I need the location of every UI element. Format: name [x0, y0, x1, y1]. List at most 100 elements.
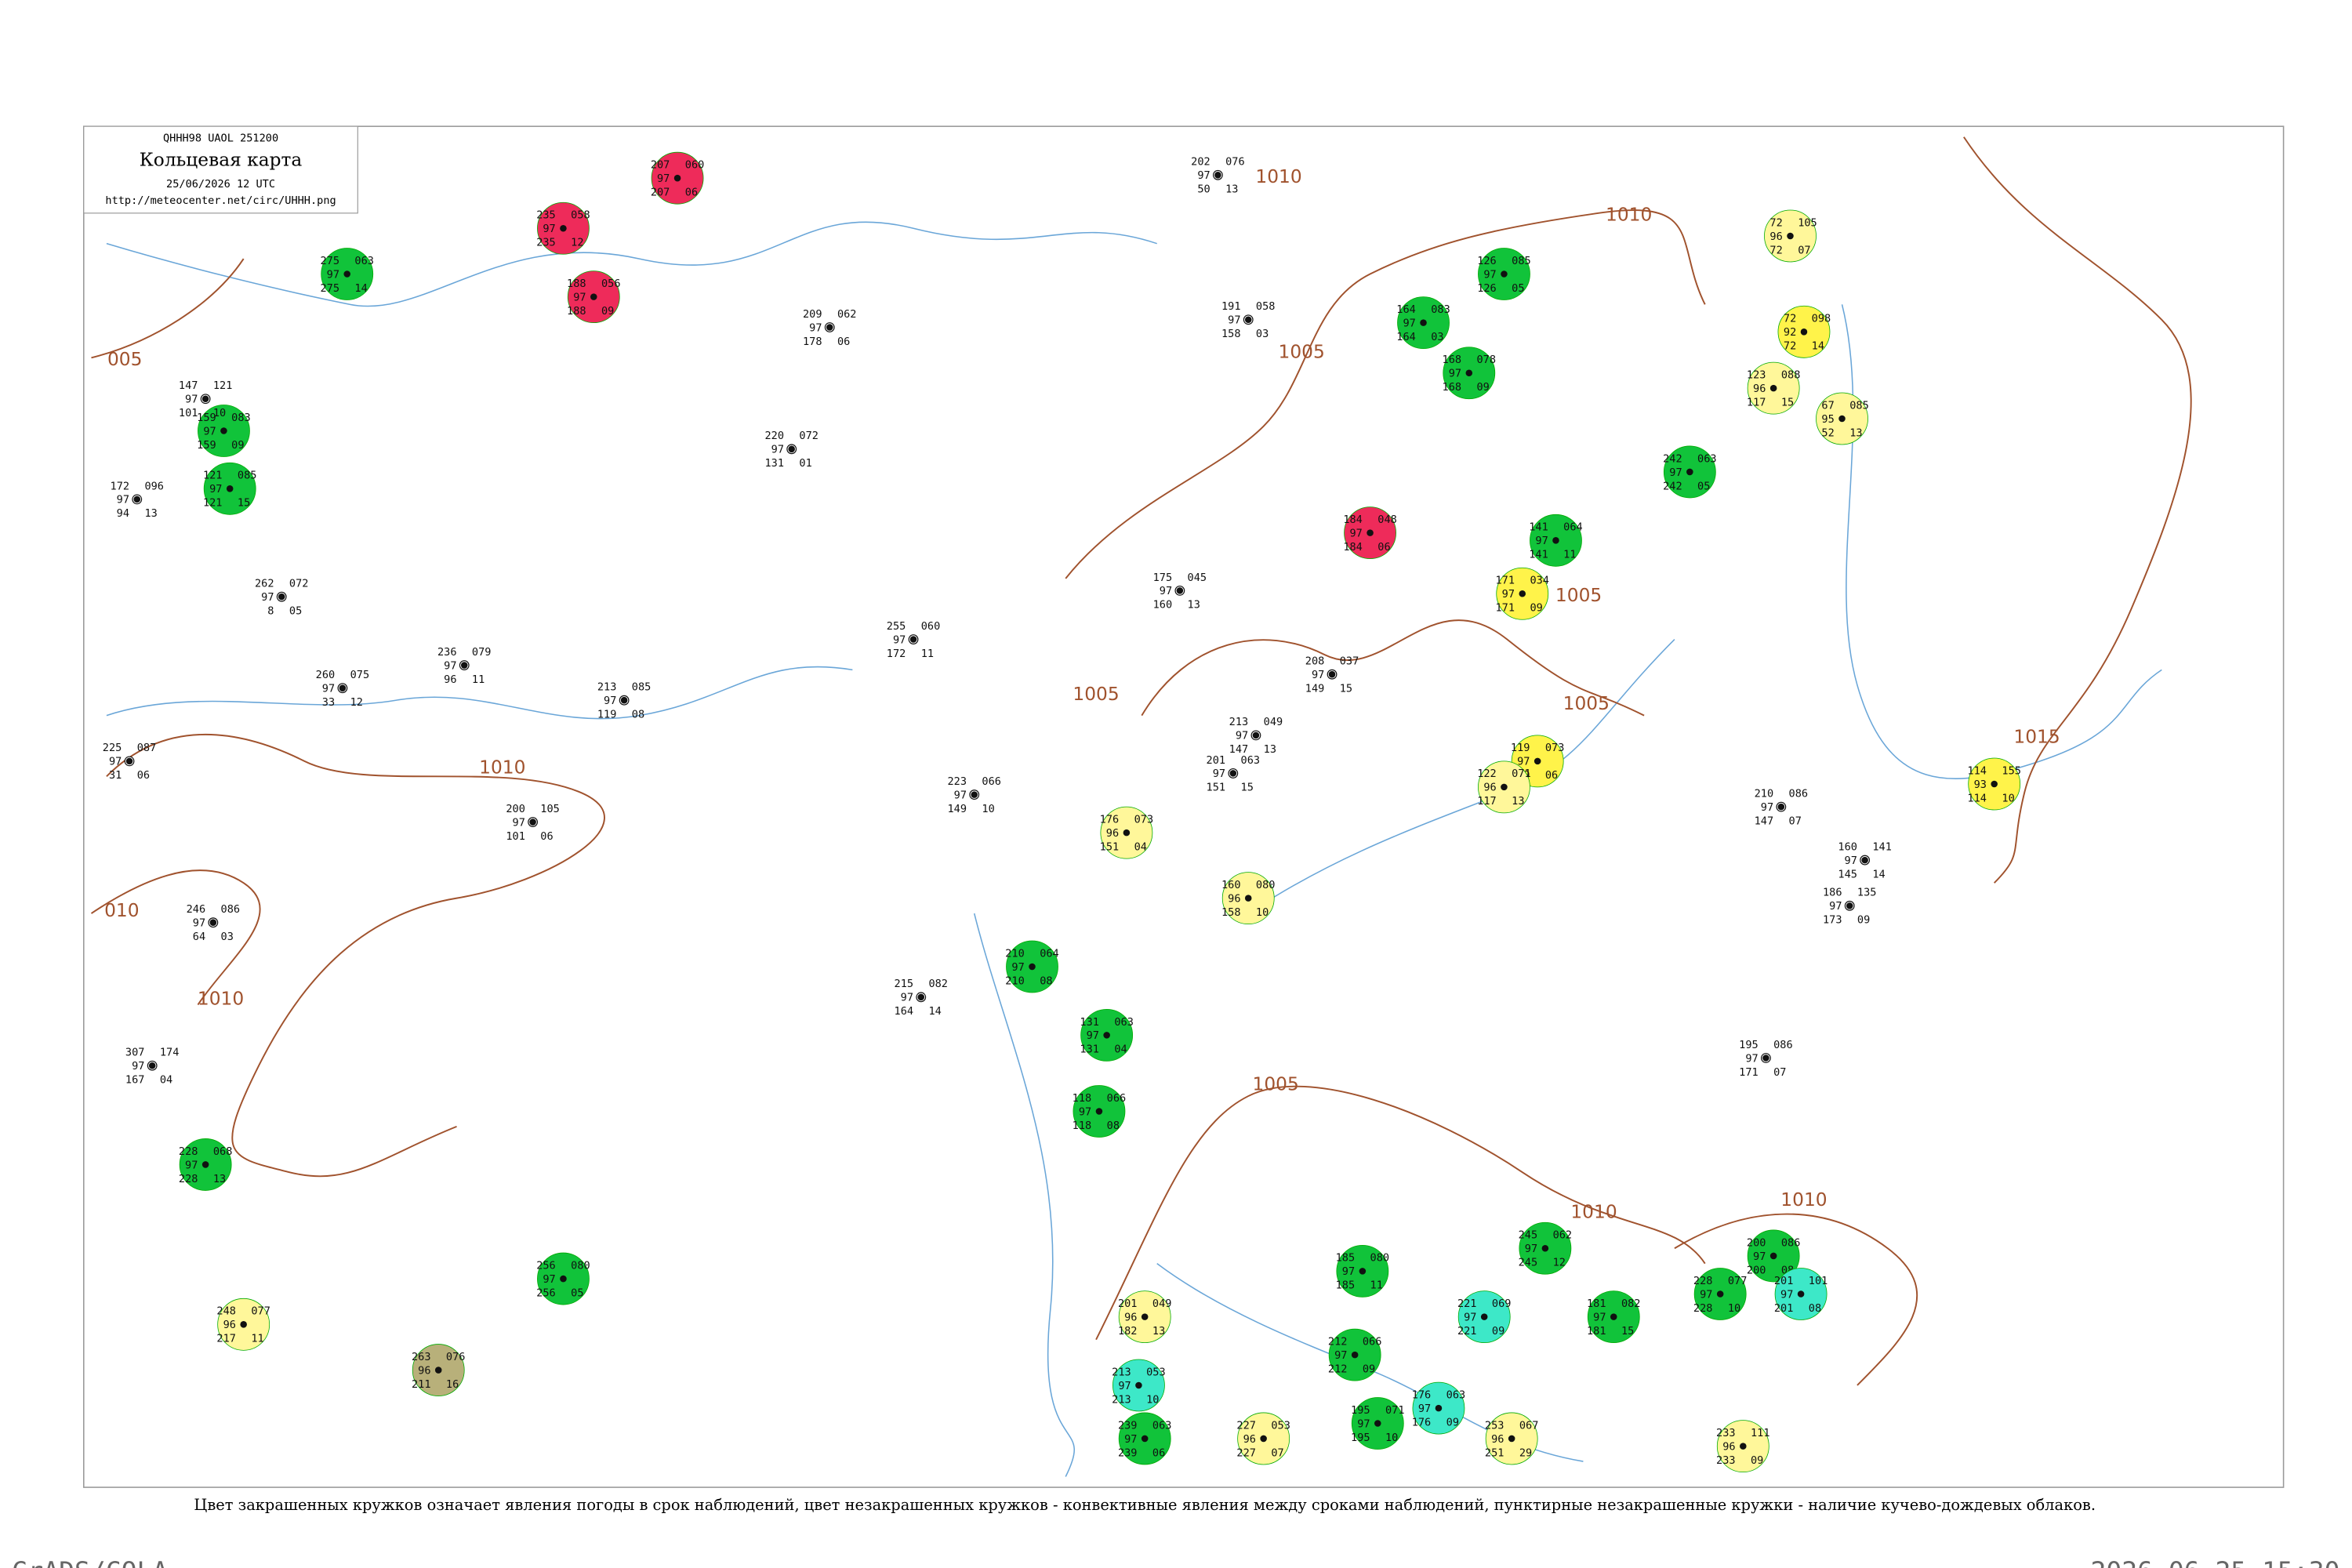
station-value: 11	[1370, 1279, 1383, 1292]
station-value: 97	[543, 223, 555, 235]
station-value: 14	[1872, 868, 1885, 880]
station-value: 063	[1241, 754, 1261, 767]
station-value: 201	[1774, 1302, 1794, 1315]
station-value: 080	[1256, 879, 1276, 891]
station-value: 175	[1153, 572, 1173, 584]
station-value: 03	[1256, 328, 1269, 340]
station-value: 236	[437, 646, 457, 659]
station-value: 242	[1663, 452, 1682, 465]
station-value: 101	[506, 830, 525, 843]
station-value: 178	[803, 336, 822, 348]
station-cloud	[125, 757, 133, 765]
station-cloud	[1229, 770, 1237, 777]
footer-right: 2026-06-25-15:30	[2091, 1556, 2340, 1568]
station-value: 217	[216, 1333, 236, 1345]
station-value: 086	[1773, 1039, 1793, 1051]
station-value: 13	[1152, 1325, 1165, 1338]
station-value: 158	[1221, 328, 1241, 340]
isobar-label: 1010	[1570, 1201, 1617, 1222]
station-value: 225	[103, 742, 122, 754]
station-value: 141	[1872, 840, 1892, 853]
station-value: 97	[513, 816, 525, 829]
station-value: 201	[1774, 1275, 1794, 1287]
station-value: 122	[1477, 768, 1497, 780]
station-value: 05	[571, 1287, 583, 1299]
station-value: 263	[412, 1351, 431, 1363]
station-value: 64	[193, 931, 205, 943]
station-value: 164	[1396, 303, 1416, 316]
station-value: 172	[887, 648, 906, 660]
station-value: 149	[1305, 683, 1325, 695]
station-value: 210	[1755, 788, 1774, 800]
station-value: 97	[771, 444, 784, 456]
station-value: 08	[1107, 1120, 1120, 1132]
station-cloud	[1686, 468, 1693, 476]
station-value: 076	[1225, 156, 1245, 169]
station-value: 087	[137, 742, 157, 754]
station-value: 06	[540, 830, 553, 843]
station-value: 105	[540, 803, 560, 815]
station-value: 077	[251, 1305, 270, 1318]
station-value: 96	[223, 1319, 236, 1331]
station-value: 182	[1118, 1325, 1138, 1338]
station-value: 111	[1751, 1427, 1770, 1439]
station-value: 135	[1857, 887, 1877, 899]
station-value: 06	[1377, 541, 1390, 554]
station-value: 221	[1457, 1325, 1477, 1338]
station-value: 073	[1134, 814, 1154, 826]
station-value: 09	[1363, 1363, 1375, 1375]
station-value: 082	[928, 978, 948, 990]
station-value: 168	[1443, 381, 1462, 394]
isobar-label: 1015	[2013, 727, 2060, 748]
station-value: 126	[1477, 255, 1497, 267]
station-value: 160	[1838, 840, 1857, 853]
station-value: 049	[1264, 716, 1283, 728]
station-cloud	[1359, 1268, 1367, 1275]
station-cloud	[1769, 384, 1777, 392]
station-value: 073	[1545, 742, 1565, 754]
station-value: 275	[320, 282, 339, 295]
station-value: 307	[125, 1047, 145, 1059]
station-value: 062	[1553, 1229, 1573, 1242]
station-value: 97	[261, 591, 274, 604]
station-value: 11	[472, 673, 485, 686]
station-value: 058	[571, 209, 590, 222]
station-value: 158	[1221, 906, 1241, 919]
station-cloud	[1534, 757, 1541, 765]
station-value: 97	[185, 1159, 198, 1171]
station-cloud	[1176, 587, 1184, 594]
station-cloud	[1244, 895, 1252, 902]
station-value: 191	[1221, 300, 1241, 313]
station-value: 118	[1073, 1092, 1092, 1105]
isobars	[90, 136, 2192, 1386]
station-value: 053	[1146, 1366, 1166, 1378]
station-cloud	[1374, 1420, 1381, 1427]
station-value: 97	[1517, 756, 1530, 768]
station-value: 098	[1812, 313, 1831, 325]
station-value: 080	[1370, 1252, 1390, 1265]
station-value: 082	[1621, 1298, 1641, 1310]
station-value: 063	[354, 255, 374, 267]
station-cloud	[673, 174, 681, 182]
station-cloud	[1465, 369, 1473, 376]
station-value: 126	[1477, 282, 1497, 295]
station-value: 235	[536, 209, 556, 222]
station-value: 09	[1476, 381, 1489, 394]
